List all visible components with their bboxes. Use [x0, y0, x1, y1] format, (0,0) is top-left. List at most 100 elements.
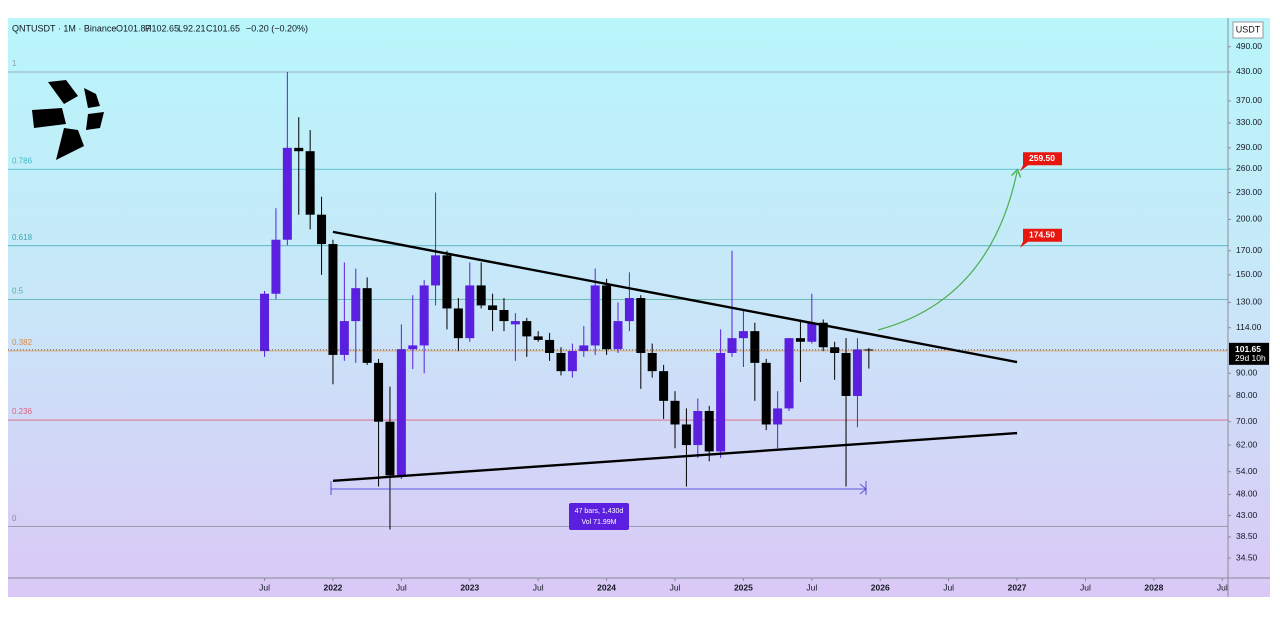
candle-body [260, 293, 270, 352]
target-label: 259.50 [1029, 153, 1055, 163]
candle-body [351, 288, 361, 322]
candle-body [419, 285, 429, 346]
candle-body [784, 338, 794, 409]
candle-body [510, 321, 520, 325]
x-tick-label: Jul [1217, 582, 1228, 592]
currency: USDT [1236, 24, 1261, 34]
candle-body [727, 338, 737, 353]
measure-bars: 47 bars, 1,430d [575, 508, 624, 515]
y-tick-label: 290.00 [1236, 142, 1262, 152]
candle-body [408, 345, 418, 350]
candle-body [305, 151, 315, 215]
x-tick-label: 2024 [597, 582, 616, 592]
y-tick-label: 90.00 [1236, 368, 1258, 378]
y-tick-label: 62.00 [1236, 439, 1258, 449]
candle-body [738, 331, 748, 339]
candle-body [659, 371, 669, 401]
x-tick-label: 2022 [323, 582, 342, 592]
x-tick-label: Jul [1080, 582, 1091, 592]
last-price: 101.65 [1235, 344, 1261, 354]
x-tick-label: Jul [806, 582, 817, 592]
logo [32, 80, 104, 160]
candle-body [624, 298, 634, 322]
fib-label: 0.618 [12, 233, 33, 242]
y-tick-label: 130.00 [1236, 297, 1262, 307]
candle-body [704, 410, 714, 452]
x-tick-label: Jul [259, 582, 270, 592]
y-tick-label: 48.00 [1236, 489, 1258, 499]
y-tick-label: 54.00 [1236, 466, 1258, 476]
candle-body [362, 288, 372, 363]
y-tick-label: 80.00 [1236, 390, 1258, 400]
y-tick-label: 430.00 [1236, 66, 1262, 76]
candle-body [453, 308, 463, 339]
candle-body [647, 352, 657, 372]
ohlc-open: O101.87 [116, 23, 151, 33]
candle-body [681, 424, 691, 446]
candle-body [613, 321, 623, 350]
ohlc-high: H102.65 [145, 23, 179, 33]
y-tick-label: 150.00 [1236, 269, 1262, 279]
candle-body [807, 322, 817, 342]
ohlc-change: −0.20 (−0.20%) [246, 23, 308, 33]
candle-body [488, 305, 498, 310]
x-tick-label: 2027 [1008, 582, 1027, 592]
y-tick-label: 114.00 [1236, 322, 1262, 332]
candle-body [339, 321, 349, 355]
candle-body [385, 421, 395, 476]
candle-body [579, 345, 589, 352]
candle-body [602, 285, 612, 350]
projection-arrow [877, 172, 1017, 331]
y-tick-label: 330.00 [1236, 117, 1262, 127]
x-tick-label: Jul [943, 582, 954, 592]
last-price-box [1229, 342, 1269, 365]
x-tick-label: 2028 [1144, 582, 1163, 592]
x-tick-label: Jul [533, 582, 544, 592]
candle-body [670, 400, 680, 425]
y-tick-label: 43.00 [1236, 510, 1258, 520]
candle-body [396, 349, 406, 476]
candle-body [465, 285, 475, 339]
x-tick-label: Jul [670, 582, 681, 592]
candle-body [556, 352, 566, 372]
trendline [332, 431, 1018, 483]
candle-body [442, 255, 452, 309]
candle-body [750, 331, 760, 363]
currency-box [1232, 21, 1264, 39]
candle-body [499, 309, 509, 322]
symbol: QNTUSDT · 1M · Binance [12, 23, 116, 33]
candle-body [761, 362, 771, 425]
candle-body [773, 408, 783, 425]
x-tick-label: Jul [396, 582, 407, 592]
y-tick-label: 260.00 [1236, 163, 1262, 173]
candle-body [545, 339, 555, 353]
candle-body [636, 298, 646, 353]
candle-body [864, 349, 874, 351]
candle-body [328, 244, 338, 355]
fib-label: 0 [12, 514, 17, 523]
countdown: 29d 10h [1235, 353, 1266, 363]
candle-body [818, 322, 828, 348]
measure-tool [330, 481, 867, 495]
ohlc-low: L92.21 [178, 23, 206, 33]
candle-body [431, 255, 441, 286]
candle-body [590, 285, 600, 346]
candle-body [841, 352, 851, 396]
candle-body [716, 352, 726, 452]
candle-body [294, 147, 304, 152]
y-tick-label: 70.00 [1236, 416, 1258, 426]
candle-body [317, 214, 327, 245]
candle-body [282, 147, 292, 240]
x-tick-label: 2023 [460, 582, 479, 592]
y-tick-label: 38.50 [1236, 531, 1258, 541]
fib-label: 0.786 [12, 156, 33, 165]
measure-volume: Vol 71.99M [581, 519, 616, 526]
x-tick-label: 2026 [871, 582, 890, 592]
plot-layer: 1 0.786 0.618 0.5 0.382 0.236 0 [8, 59, 1228, 530]
target-label: 174.50 [1029, 229, 1055, 239]
fib-label: 1 [12, 59, 17, 68]
candle-body [271, 239, 281, 294]
candle-body [374, 362, 384, 422]
candle-body [476, 285, 486, 306]
